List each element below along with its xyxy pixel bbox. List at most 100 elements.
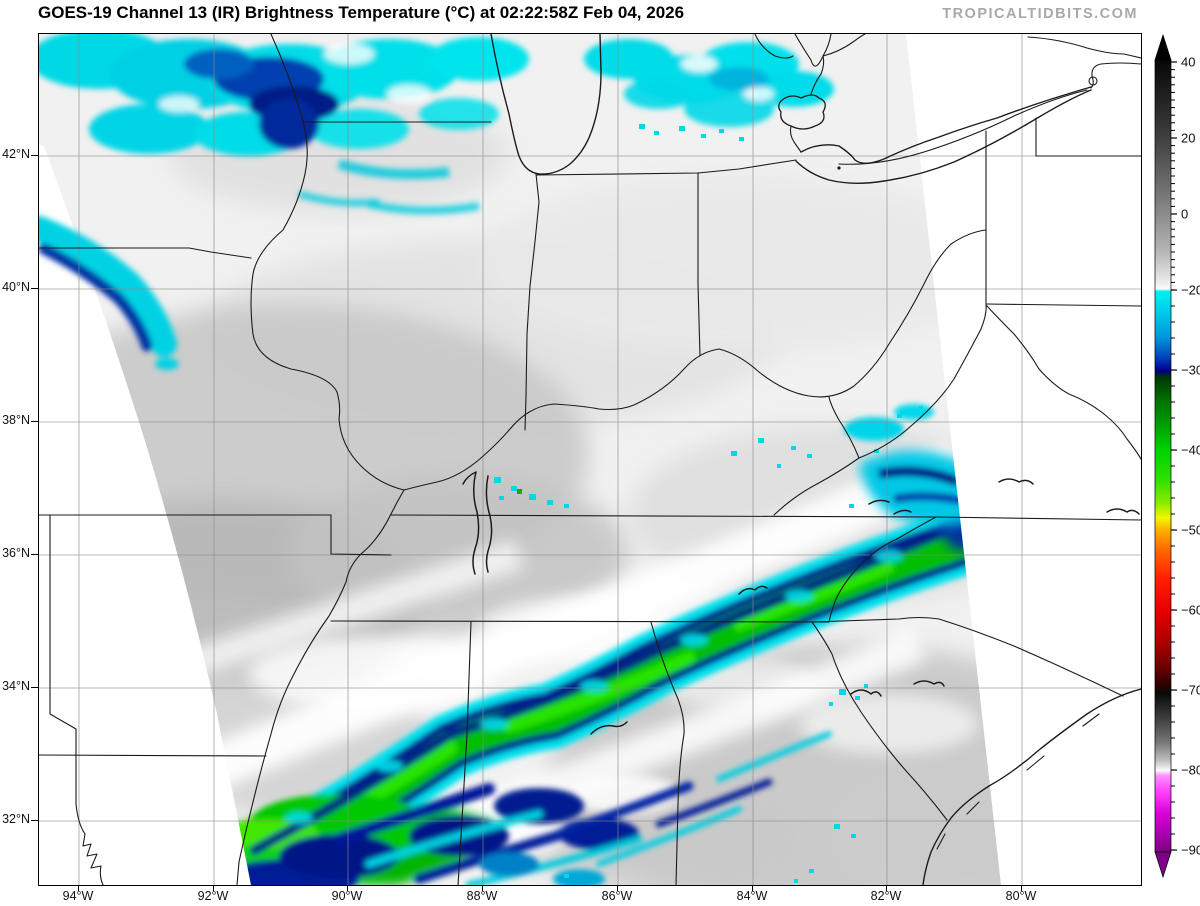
border-northcarolina-southcarolina <box>811 616 1124 697</box>
hartwell-lake <box>998 478 1034 485</box>
border-arkansas-louisiana <box>39 754 267 757</box>
border-texas-louisiana <box>75 754 104 885</box>
lon-label: 86°W <box>601 889 633 903</box>
cold-cloud-specks <box>494 124 923 883</box>
jordan-falls-lakes <box>1106 508 1140 515</box>
border-tennessee-northcarolina <box>828 516 937 623</box>
north-central-cold-clouds <box>584 39 834 127</box>
lon-tick <box>213 885 214 891</box>
kentucky-lake <box>462 471 480 575</box>
border-oklahoma-arkansas-texas <box>49 514 77 756</box>
colorbar-tick-label: 40 <box>1181 55 1195 70</box>
border-mississippi-river-lower <box>236 489 405 885</box>
colorbar-tick-label: −80 <box>1181 763 1200 778</box>
lon-tick <box>1021 885 1022 891</box>
border-illinois-indiana <box>524 173 540 431</box>
border-virginia-westvirginia-east <box>985 304 1141 460</box>
colorbar-tick-label: −20 <box>1181 283 1200 298</box>
st-clair-river <box>810 55 825 95</box>
border-missouri-arkansas <box>39 514 392 556</box>
lon-tick <box>78 885 79 891</box>
border-iowa-missouri <box>39 247 252 259</box>
colorbar-canvas: 40 20 0 −20 −30 −40 −50 −60 −70 −80 −90 <box>1154 33 1200 879</box>
lat-label: 34°N <box>2 679 30 693</box>
lon-tick <box>482 885 483 891</box>
saginaw-bay <box>754 34 794 59</box>
lat-tick <box>31 288 38 289</box>
lon-label: 90°W <box>331 889 363 903</box>
guntersville-lake <box>590 721 628 735</box>
temperature-colorbar: 40 20 0 −20 −30 −40 −50 −60 −70 −80 −90 <box>1151 30 1200 890</box>
border-kentucky-westvirginia <box>828 396 860 459</box>
lon-label: 88°W <box>466 889 498 903</box>
lake-martin <box>850 689 882 697</box>
scan-edge-right <box>906 34 1141 885</box>
lat-label: 40°N <box>2 280 30 294</box>
lake-barkley <box>485 475 493 573</box>
lake-marion <box>913 680 945 687</box>
border-indiana-ohio <box>697 172 701 357</box>
lon-tick <box>347 885 348 891</box>
colorbar-tick-label: −30 <box>1181 363 1200 378</box>
border-georgia-southcarolina <box>811 621 948 821</box>
lake-st-clair <box>778 94 826 130</box>
ohio-river <box>403 229 987 491</box>
barrier-islands <box>936 713 1100 850</box>
lon-label: 84°W <box>736 889 768 903</box>
lat-label: 32°N <box>2 812 30 826</box>
border-alabama-georgia <box>650 621 685 885</box>
colorbar-tick-label: −50 <box>1181 523 1200 538</box>
lat-label: 38°N <box>2 413 30 427</box>
border-westvirginia-virginia <box>858 304 987 459</box>
lat-tick <box>31 421 38 422</box>
colorbar-arrow-top <box>1154 33 1172 61</box>
lon-label: 94°W <box>62 889 94 903</box>
lat-tick <box>31 687 38 688</box>
border-virginia-kentucky <box>773 457 860 516</box>
douglas-cherokee-lakes <box>868 499 912 515</box>
page-title: GOES-19 Channel 13 (IR) Brightness Tempe… <box>38 3 685 22</box>
atlantic-coastline <box>922 688 1141 885</box>
state-borders <box>39 34 1141 885</box>
border-newyork-pennsylvania <box>1035 117 1141 157</box>
lon-label: 80°W <box>1005 889 1037 903</box>
detroit-river <box>789 125 802 153</box>
lake-huron-shore-east <box>822 34 866 57</box>
chickamauga-lake <box>738 585 768 595</box>
border-michigan-indiana-ohio <box>535 159 797 176</box>
lat-label: 42°N <box>2 147 30 161</box>
lat-tick <box>31 554 38 555</box>
lon-label: 92°W <box>197 889 229 903</box>
lake-erie-north-shore <box>800 86 1092 164</box>
colorbar-tick-label: 20 <box>1181 131 1195 146</box>
lat-label: 36°N <box>2 546 30 560</box>
lat-tick <box>31 820 38 821</box>
colorbar-gradient-bar <box>1154 59 1172 853</box>
lon-tick <box>886 885 887 891</box>
border-mississippi-alabama <box>457 621 472 885</box>
lake-erie-south-shore <box>795 89 1092 184</box>
colorbar-tick-label: 0 <box>1181 207 1188 222</box>
map-canvas <box>39 34 1141 885</box>
lake-ontario-ny-shore <box>1090 62 1141 89</box>
colorbar-arrow-bottom <box>1154 851 1172 879</box>
colorbar-tick-label: −60 <box>1181 603 1200 618</box>
colorbar-tick-label: −90 <box>1181 843 1200 858</box>
grand-island <box>1088 76 1098 86</box>
lon-tick <box>617 885 618 891</box>
colorbar-tick-label: −70 <box>1181 683 1200 698</box>
lon-tick <box>752 885 753 891</box>
lon-label: 82°W <box>870 889 902 903</box>
satellite-map <box>38 33 1142 886</box>
lake-ontario-canada-shore <box>1027 36 1141 59</box>
lake-erie-border-line <box>838 89 1088 165</box>
lake-huron-shore-west <box>794 34 832 67</box>
lake-erie-island <box>837 166 841 170</box>
colorbar-tick-label: −40 <box>1181 443 1200 458</box>
lat-tick <box>31 155 38 156</box>
border-pennsylvania-south <box>985 303 1141 307</box>
graticule <box>39 34 1141 885</box>
border-mississippi-river-upper <box>250 34 405 491</box>
border-tennessee-south <box>330 620 830 623</box>
